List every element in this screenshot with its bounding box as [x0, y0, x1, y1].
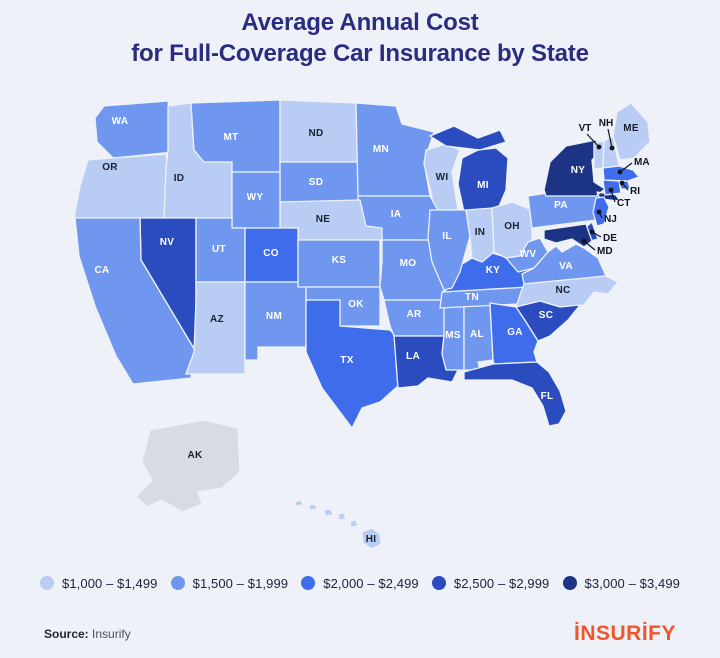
- legend-item-4: $3,000 – $3,499: [562, 575, 680, 591]
- title-line-1: Average Annual Cost: [241, 9, 479, 36]
- state-wa: [94, 100, 174, 159]
- state-mn: [355, 102, 435, 197]
- state-label-ct: CT: [617, 198, 630, 209]
- source-value: Insurify: [88, 627, 131, 641]
- state-ca: [74, 217, 197, 385]
- legend-swatch-icon: [431, 576, 446, 590]
- legend-label: $1,500 – $1,999: [192, 575, 289, 591]
- callout-dot-ri: [619, 180, 625, 186]
- state-label-md: MD: [597, 246, 613, 257]
- state-mi: [429, 125, 509, 213]
- callout-dot-md: [581, 238, 587, 244]
- state-label-ri: RI: [630, 186, 640, 197]
- state-in: [465, 207, 495, 263]
- state-label-de: DE: [603, 233, 617, 244]
- state-ct: [602, 179, 622, 196]
- callout-dot-nj: [596, 209, 602, 215]
- state-ak: [135, 419, 241, 513]
- state-hi: [294, 499, 382, 550]
- state-fl: [463, 361, 567, 427]
- state-label-vt: VT: [579, 123, 592, 134]
- state-me: [612, 102, 651, 161]
- legend-label: $2,000 – $2,499: [323, 575, 419, 591]
- state-label-nj: NJ: [604, 214, 617, 225]
- legend-label: $2,500 – $2,999: [453, 575, 550, 591]
- source-label: Source:: [44, 627, 89, 641]
- state-md: [543, 223, 593, 248]
- callout-line-vt: [586, 133, 600, 148]
- title-line-2: for Full-Coverage Car Insurance by State: [131, 40, 589, 67]
- callout-dot-ma: [617, 169, 623, 175]
- state-label-nh: NH: [599, 118, 613, 129]
- chart-title: Average Annual Cost for Full-Coverage Ca…: [0, 0, 720, 69]
- insurify-logo: İNSURİFY: [573, 622, 676, 645]
- state-wy: [231, 171, 281, 229]
- legend-swatch-icon: [40, 576, 54, 590]
- legend-item-0: $1,000 – $1,499: [40, 576, 157, 591]
- legend-item-2: $2,000 – $2,499: [301, 575, 419, 591]
- legend-swatch-icon: [170, 576, 185, 590]
- legend-item-1: $1,500 – $1,999: [170, 575, 289, 591]
- state-nm: [244, 281, 307, 361]
- legend-item-3: $2,500 – $2,999: [431, 575, 550, 591]
- state-ga: [489, 302, 539, 365]
- callout-dot-vt: [596, 144, 602, 150]
- callout-line-nh: [607, 128, 613, 149]
- legend: $1,000 – $1,499 $1,500 – $1,999 $2,000 – $…: [40, 570, 680, 596]
- state-nd: [279, 99, 359, 163]
- state-ks: [297, 239, 381, 288]
- callout-dot-ct: [608, 187, 614, 193]
- callout-dot-de: [589, 229, 595, 235]
- source-note: Source: Insurify: [44, 627, 131, 641]
- state-al: [463, 302, 494, 371]
- state-sd: [279, 161, 361, 203]
- state-nc: [515, 275, 619, 308]
- callout-dot-nh: [609, 145, 615, 151]
- legend-label: $3,000 – $3,499: [584, 575, 680, 591]
- state-tx: [305, 299, 399, 429]
- callout-line-ma: [619, 162, 633, 173]
- state-ms: [441, 304, 465, 371]
- state-label-ma: MA: [634, 157, 650, 168]
- legend-swatch-icon: [562, 576, 577, 590]
- footer: Source: Insurify İNSURİFY: [44, 622, 676, 646]
- state-mt: [190, 99, 281, 173]
- state-ut: [195, 217, 246, 283]
- legend-swatch-icon: [301, 576, 316, 590]
- legend-label: $1,000 – $1,499: [62, 575, 158, 591]
- state-co: [244, 227, 299, 283]
- state-or: [73, 153, 169, 223]
